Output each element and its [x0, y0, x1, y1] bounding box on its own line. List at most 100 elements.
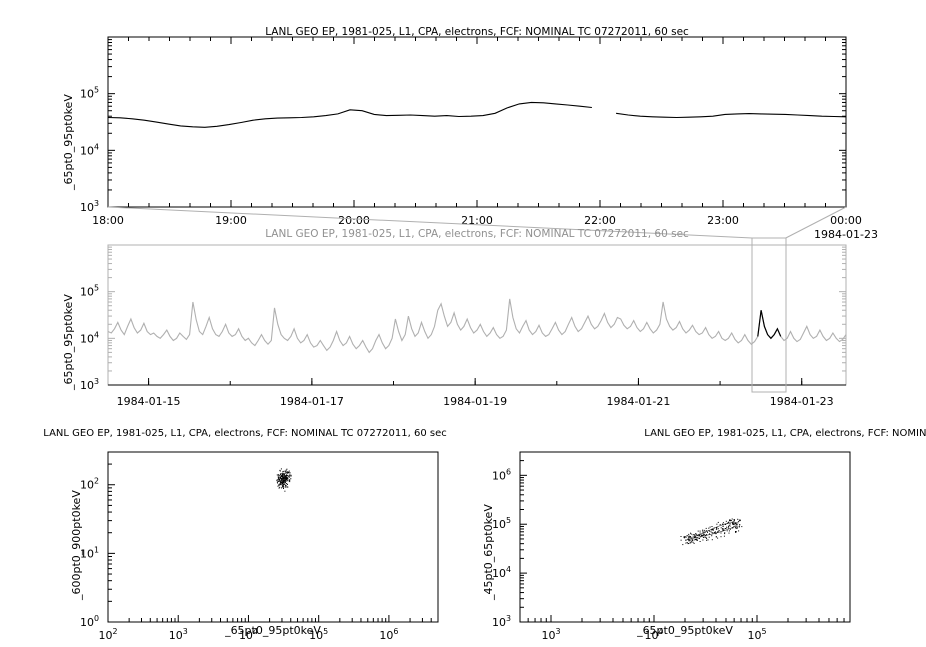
panel-bottom-left-title: LANL GEO EP, 1981-025, L1, CPA, electron… — [43, 428, 447, 439]
scatter-point — [285, 485, 287, 487]
scatter-point — [737, 518, 739, 520]
scatter-point — [736, 527, 738, 529]
panel-middle-plot[interactable]: 103 104 105 1984-01-15 1984-01-17 1984-01-19 1… — [0, 0, 926, 430]
scatter-point — [702, 537, 704, 538]
scatter-point — [284, 470, 286, 472]
scatter-point — [287, 486, 289, 488]
context-timeseries-line — [107, 298, 847, 354]
scatter-point — [711, 526, 713, 527]
x-axis-tick-label: 104 — [239, 627, 258, 642]
scatter-point — [285, 480, 287, 482]
scatter-point — [282, 484, 284, 486]
scatter-point — [287, 478, 289, 479]
scatter-point — [285, 476, 287, 478]
scatter-point — [285, 475, 287, 477]
scatter-point — [289, 479, 291, 481]
y-axis-tick-label: 103 — [80, 199, 99, 214]
x-axis-tick-label: 18:00 — [92, 214, 124, 227]
scatter-point — [694, 536, 696, 538]
scatter-point — [680, 539, 682, 541]
x-axis-tick-label: 103 — [169, 627, 188, 642]
y-axis-tick-label: 105 — [492, 516, 511, 531]
scatter-point — [282, 481, 284, 483]
scatter-point — [725, 520, 727, 522]
x-axis-date-label: 1984-01-23 — [814, 228, 878, 241]
scatter-point — [285, 478, 287, 480]
scatter-point — [706, 539, 708, 541]
scatter-point — [287, 472, 289, 474]
scatter-point — [713, 532, 715, 534]
scatter-point — [729, 523, 731, 525]
scatter-point — [716, 527, 717, 529]
panel-middle-title: LANL GEO EP, 1981-025, L1, CPA, electron… — [265, 228, 689, 240]
scatter-point — [685, 536, 687, 538]
y-axis-tick-label: 106 — [492, 467, 511, 482]
x-axis-tick-label: 22:00 — [584, 214, 616, 227]
scatter-point — [284, 478, 286, 480]
x-axis-tick-label: 1984-01-23 — [770, 395, 834, 408]
scatter-point — [695, 534, 697, 535]
scatter-point — [278, 478, 280, 480]
scatter-point — [286, 475, 288, 476]
scatter-point — [288, 479, 290, 481]
x-axis-tick-label: 106 — [379, 627, 398, 642]
scatter-point — [735, 531, 736, 532]
scatter-point — [715, 536, 717, 538]
scatter-point — [735, 523, 737, 525]
scatter-point — [717, 521, 719, 523]
scatter-point — [733, 520, 735, 522]
scatter-point — [693, 534, 695, 536]
scatter-point — [282, 478, 284, 480]
scatter-point — [286, 475, 287, 477]
scatter-point — [285, 486, 287, 488]
scatter-point — [276, 481, 278, 483]
scatter-point — [709, 526, 711, 528]
scatter-point — [727, 527, 729, 529]
scatter-point — [704, 529, 706, 531]
scatter-point — [697, 534, 699, 536]
scatter-point — [694, 536, 696, 538]
scatter-points — [680, 518, 743, 546]
scatter-point — [735, 527, 737, 529]
scatter-point — [726, 530, 728, 532]
scatter-point — [692, 534, 694, 536]
scatter-point — [708, 536, 710, 538]
scatter-point — [707, 531, 708, 533]
scatter-point — [702, 533, 704, 535]
scatter-point — [276, 479, 278, 481]
scatter-point — [282, 483, 284, 485]
y-axis-tick-label: 102 — [80, 477, 99, 492]
scatter-point — [699, 530, 701, 532]
scatter-point — [284, 476, 286, 478]
scatter-point — [734, 519, 735, 521]
scatter-point — [741, 526, 743, 528]
scatter-point — [284, 482, 286, 483]
panel-bottom-left-ylabel: _600pt0_900pt0keV — [70, 490, 83, 600]
y-axis-tick-label: 101 — [80, 545, 99, 560]
panel-bottom-right-ylabel: _45pt0_65pt0keV — [482, 504, 495, 600]
scatter-point — [690, 542, 692, 544]
scatter-point — [704, 531, 706, 533]
scatter-point — [285, 470, 287, 472]
scatter-point — [286, 477, 288, 479]
scatter-point — [279, 469, 281, 471]
scatter-point — [722, 522, 724, 524]
panel-bottom-right-plot: 103 104 105 106 103 104 105 — [492, 451, 851, 642]
scatter-point — [281, 479, 283, 481]
scatter-point — [723, 529, 725, 531]
scatter-point — [286, 480, 288, 482]
scatter-point — [280, 476, 282, 478]
scatter-point — [277, 482, 279, 484]
scatter-point — [287, 483, 288, 485]
scatter-point — [692, 541, 694, 543]
selection-box[interactable] — [751, 237, 787, 393]
scatter-point — [283, 485, 285, 487]
panel-top-plot: 103 104 105 18:00 19:00 20:00 21:00 22:00 23:00 0… — [80, 36, 878, 241]
scatter-point — [286, 483, 288, 484]
scatter-point — [714, 531, 716, 533]
scatter-point — [729, 520, 730, 522]
scatter-point — [715, 533, 717, 535]
scatter-point — [695, 534, 697, 536]
panel-bottom-right-xlabel: _65pt0_95pt0keV — [637, 624, 733, 637]
panel-middle-ylabel: _65pt0_95pt0keV — [62, 294, 75, 390]
